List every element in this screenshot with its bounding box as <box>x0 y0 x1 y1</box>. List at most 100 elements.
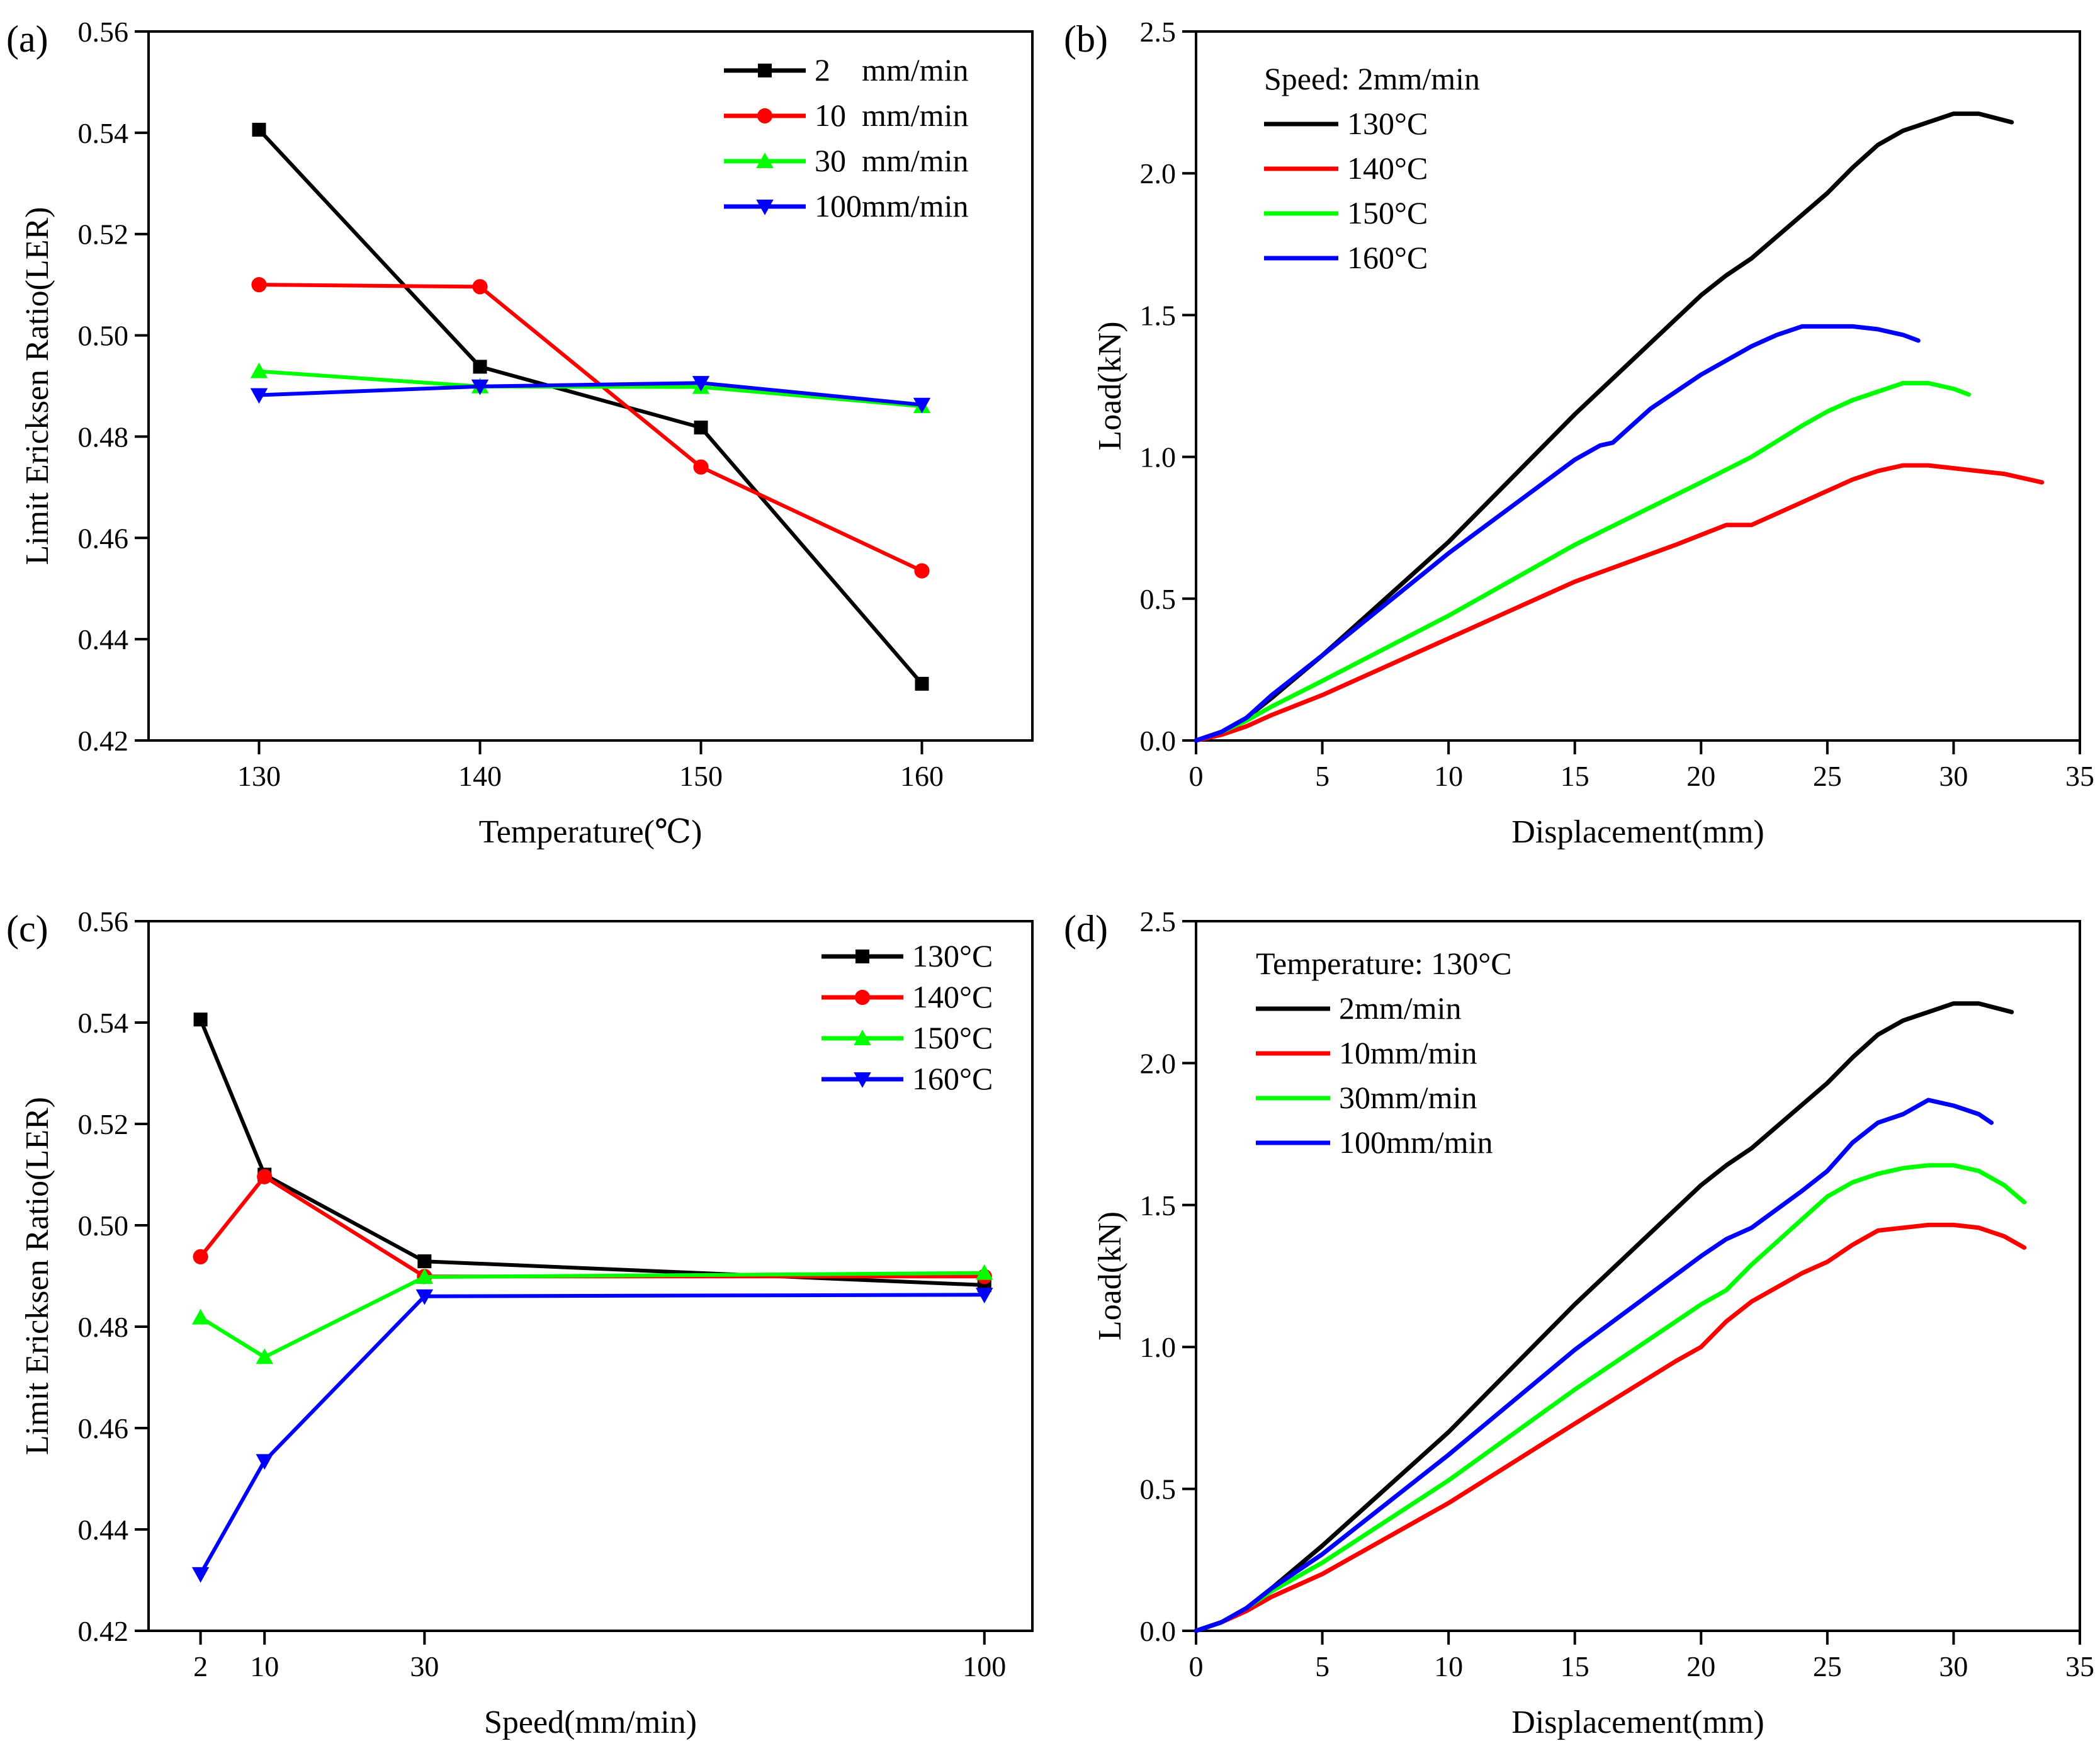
legend-entry: 140°C <box>1347 150 1428 186</box>
x-tick-label: 20 <box>1686 1650 1715 1682</box>
y-tick-label: 0.50 <box>78 1210 129 1242</box>
data-point <box>193 1012 208 1027</box>
x-axis-label: Displacement(mm) <box>1511 814 1764 850</box>
x-tick-label: 10 <box>1434 1650 1463 1682</box>
legend-swatch-marker <box>854 1029 871 1045</box>
data-point <box>913 397 931 414</box>
x-axis-label: Displacement(mm) <box>1511 1704 1764 1740</box>
data-point <box>191 1308 210 1325</box>
data-point <box>976 1264 993 1280</box>
x-tick-label: 25 <box>1813 760 1842 792</box>
y-tick-label: 1.5 <box>1140 1189 1177 1222</box>
panel-label: (b) <box>1064 18 1108 60</box>
x-tick-label: 20 <box>1686 760 1715 792</box>
series-line-3 <box>1194 1163 2027 1633</box>
x-tick-label: 150 <box>679 760 723 792</box>
data-point <box>257 1169 273 1184</box>
y-tick-label: 2.0 <box>1140 1047 1177 1079</box>
series-line-3 <box>198 1271 986 1359</box>
x-tick-label: 30 <box>1939 760 1968 792</box>
legend-entry: 130°C <box>1347 106 1428 141</box>
series-line-1 <box>257 128 924 686</box>
y-tick-label: 1.0 <box>1140 441 1177 474</box>
data-point <box>256 1454 273 1470</box>
panel-c: (c) 2 10 30 100 0.42 0.44 0.46 0.48 0.50 0.52 0.54 0… <box>6 905 1034 1740</box>
y-tick-label: 0.42 <box>78 725 129 757</box>
x-tick-label: 30 <box>1939 1650 1968 1682</box>
series-line-2 <box>1194 463 2045 743</box>
y-tick-label: 0.56 <box>78 16 129 48</box>
y-tick-label: 0.56 <box>78 905 129 938</box>
panel-d: (d) 0 5 10 15 20 25 30 35 0.0 0.5 1.0 1.5 2.0 2.5 Displ… <box>1064 905 2094 1740</box>
data-point <box>914 563 930 579</box>
data-point <box>471 379 489 395</box>
y-axis-label: Limit Ericksen Ratio(LER) <box>20 1097 55 1455</box>
y-tick-label: 0.48 <box>78 1311 129 1343</box>
x-tick-label: 160 <box>900 760 944 792</box>
y-tick-label: 0.46 <box>78 1412 129 1444</box>
y-axis-label: Load(kN) <box>1092 1211 1128 1341</box>
y-tick-label: 2.5 <box>1140 905 1177 938</box>
legend-entry: 100mm/min <box>815 188 968 224</box>
y-axis-label: Limit Ericksen Ratio(LER) <box>20 207 55 565</box>
series-line-4 <box>1194 1097 1994 1633</box>
x-tick-label: 0 <box>1189 760 1204 792</box>
legend-swatch-marker <box>854 1072 871 1088</box>
legend-entry: 150°C <box>1347 195 1428 230</box>
data-point <box>251 277 267 293</box>
x-tick-label: 10 <box>250 1650 279 1682</box>
data-point <box>415 1289 434 1305</box>
y-tick-label: 0.54 <box>78 1007 129 1039</box>
x-tick-label: 2 <box>193 1650 208 1682</box>
series-line-3 <box>1194 381 1971 743</box>
plot-frame <box>1195 30 2081 742</box>
legend-entry: 160°C <box>1347 240 1428 275</box>
y-tick-label: 0.54 <box>78 117 129 149</box>
y-tick-label: 0.48 <box>78 421 129 453</box>
y-tick-label: 2.5 <box>1140 16 1177 48</box>
legend-swatch-marker <box>855 950 869 963</box>
series-line-1 <box>198 1018 986 1287</box>
legend-entry: 30 mm/min <box>815 143 968 178</box>
data-point <box>976 1288 993 1304</box>
y-tick-label: 0.50 <box>78 320 129 352</box>
legend-entry: 30mm/min <box>1339 1080 1477 1115</box>
data-point <box>915 676 929 691</box>
x-tick-label: 100 <box>962 1650 1006 1682</box>
legend-swatch-marker <box>756 200 774 215</box>
panel-label: (c) <box>6 908 48 950</box>
series-line-1 <box>1194 111 2014 743</box>
y-tick-label: 0.0 <box>1140 725 1177 757</box>
legend-swatch-marker <box>854 989 871 1006</box>
data-point <box>256 1348 273 1364</box>
x-tick-label: 15 <box>1561 760 1589 792</box>
panel-b: (b) 0 5 10 15 20 25 30 35 0.0 0.5 1.0 1.5 2.0 2.5 Displ… <box>1064 16 2094 850</box>
data-point <box>250 388 268 404</box>
data-point <box>694 420 708 434</box>
data-point <box>193 1249 208 1265</box>
y-axis-label: Load(kN) <box>1092 321 1128 450</box>
legend-entry: 2mm/min <box>1339 990 1461 1026</box>
x-tick-label: 35 <box>2065 760 2094 792</box>
plot-frame <box>1195 920 2081 1632</box>
data-point <box>417 1254 432 1269</box>
y-tick-label: 1.0 <box>1140 1331 1177 1363</box>
legend-swatch-marker <box>758 64 772 77</box>
y-tick-label: 1.5 <box>1140 299 1177 331</box>
panel-a: (a) 130 140 150 160 0.42 0.44 0.46 0.48 0.50 0.52 0… <box>6 16 1034 850</box>
data-point <box>473 360 487 374</box>
legend-entry: 10mm/min <box>1339 1035 1477 1070</box>
series-line-2 <box>1194 1222 2027 1633</box>
legend-entry: 140°C <box>912 979 993 1014</box>
y-tick-label: 0.42 <box>78 1615 129 1647</box>
data-point <box>191 1567 210 1583</box>
y-tick-label: 0.44 <box>78 623 129 655</box>
data-point <box>472 279 488 295</box>
series-line-4 <box>257 381 924 407</box>
legend-entry: 150°C <box>912 1020 993 1055</box>
x-tick-label: 5 <box>1315 1650 1329 1682</box>
x-axis-label: Temperature(℃) <box>479 814 703 850</box>
legend-entry: 100mm/min <box>1339 1125 1493 1160</box>
plot-frame <box>147 30 1034 742</box>
